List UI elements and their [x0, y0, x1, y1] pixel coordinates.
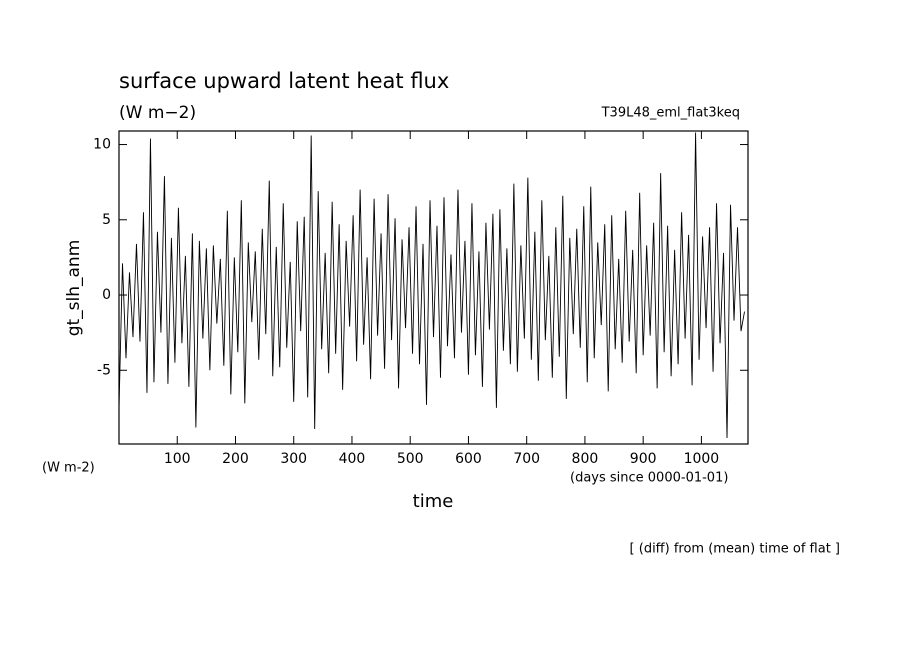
x-unit: (days since 0000-01-01) [570, 471, 728, 486]
x-tick-label: 400 [339, 451, 366, 467]
y-tick-label: 0 [102, 287, 111, 303]
y-axis-label: gt_slh_anm [64, 240, 84, 337]
y-tick-label: 5 [102, 212, 111, 228]
plot-frame [118, 130, 749, 445]
x-tick-label: 700 [513, 451, 540, 467]
x-axis-label: time [413, 491, 454, 512]
x-tick-label: 300 [280, 451, 307, 467]
x-tick-label: 800 [572, 451, 599, 467]
y-unit: (W m-2) [42, 461, 95, 476]
series-line [118, 132, 745, 438]
chart-subtitle: (W m−2) [119, 103, 196, 123]
y-tick-label: 10 [93, 137, 111, 153]
chart-title: surface upward latent heat flux [119, 69, 449, 93]
note: [ (diff) from (mean) time of flat ] [630, 542, 840, 557]
y-tick-label: -5 [97, 362, 111, 378]
x-tick-label: 900 [630, 451, 657, 467]
x-tick-label: 200 [222, 451, 249, 467]
x-tick-label: 600 [455, 451, 482, 467]
x-tick-label: 500 [397, 451, 424, 467]
x-tick-label: 1000 [684, 451, 720, 467]
run-label: T39L48_eml_flat3keq [601, 106, 740, 121]
x-tick-label: 100 [164, 451, 191, 467]
